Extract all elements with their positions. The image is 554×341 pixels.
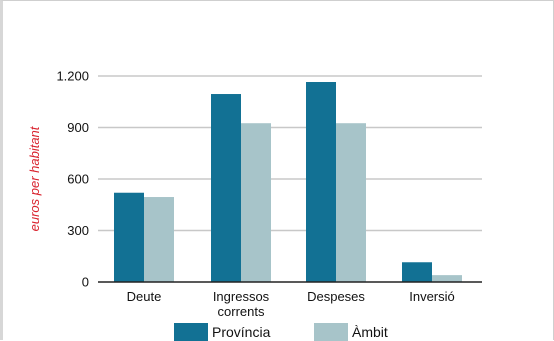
bar-provincia xyxy=(114,192,144,282)
legend-swatch xyxy=(314,323,348,341)
x-tick-label: Deute xyxy=(127,289,162,304)
grid-lines xyxy=(98,75,482,232)
y-axis-ticks: 0 300 600 900 1.200 xyxy=(56,69,89,290)
y-tick-label: 600 xyxy=(67,172,89,187)
bar-ambit xyxy=(144,197,174,282)
x-axis-ticks: Deute Ingressos corrents Despeses Inversió xyxy=(127,289,455,319)
legend: Província Àmbit xyxy=(174,323,388,341)
bar-ambit xyxy=(432,275,462,282)
y-axis-label: euros per habitant xyxy=(27,125,42,231)
y-tick-label: 300 xyxy=(67,223,89,238)
y-tick-label: 900 xyxy=(67,120,89,135)
y-tick-label: 0 xyxy=(82,275,89,290)
bars xyxy=(114,82,462,283)
legend-swatch xyxy=(174,323,208,341)
bar-ambit xyxy=(241,123,271,282)
bar-ambit xyxy=(336,123,366,282)
x-tick-label: Inversió xyxy=(409,289,455,304)
legend-label: Província xyxy=(212,324,271,340)
legend-label: Àmbit xyxy=(352,324,388,340)
y-tick-label: 1.200 xyxy=(56,69,89,84)
x-tick-label: Despeses xyxy=(307,289,365,304)
bar-provincia xyxy=(211,94,241,283)
bar-provincia xyxy=(306,82,336,282)
x-tick-label: Ingressos corrents xyxy=(213,289,270,319)
bar-provincia xyxy=(402,262,432,282)
